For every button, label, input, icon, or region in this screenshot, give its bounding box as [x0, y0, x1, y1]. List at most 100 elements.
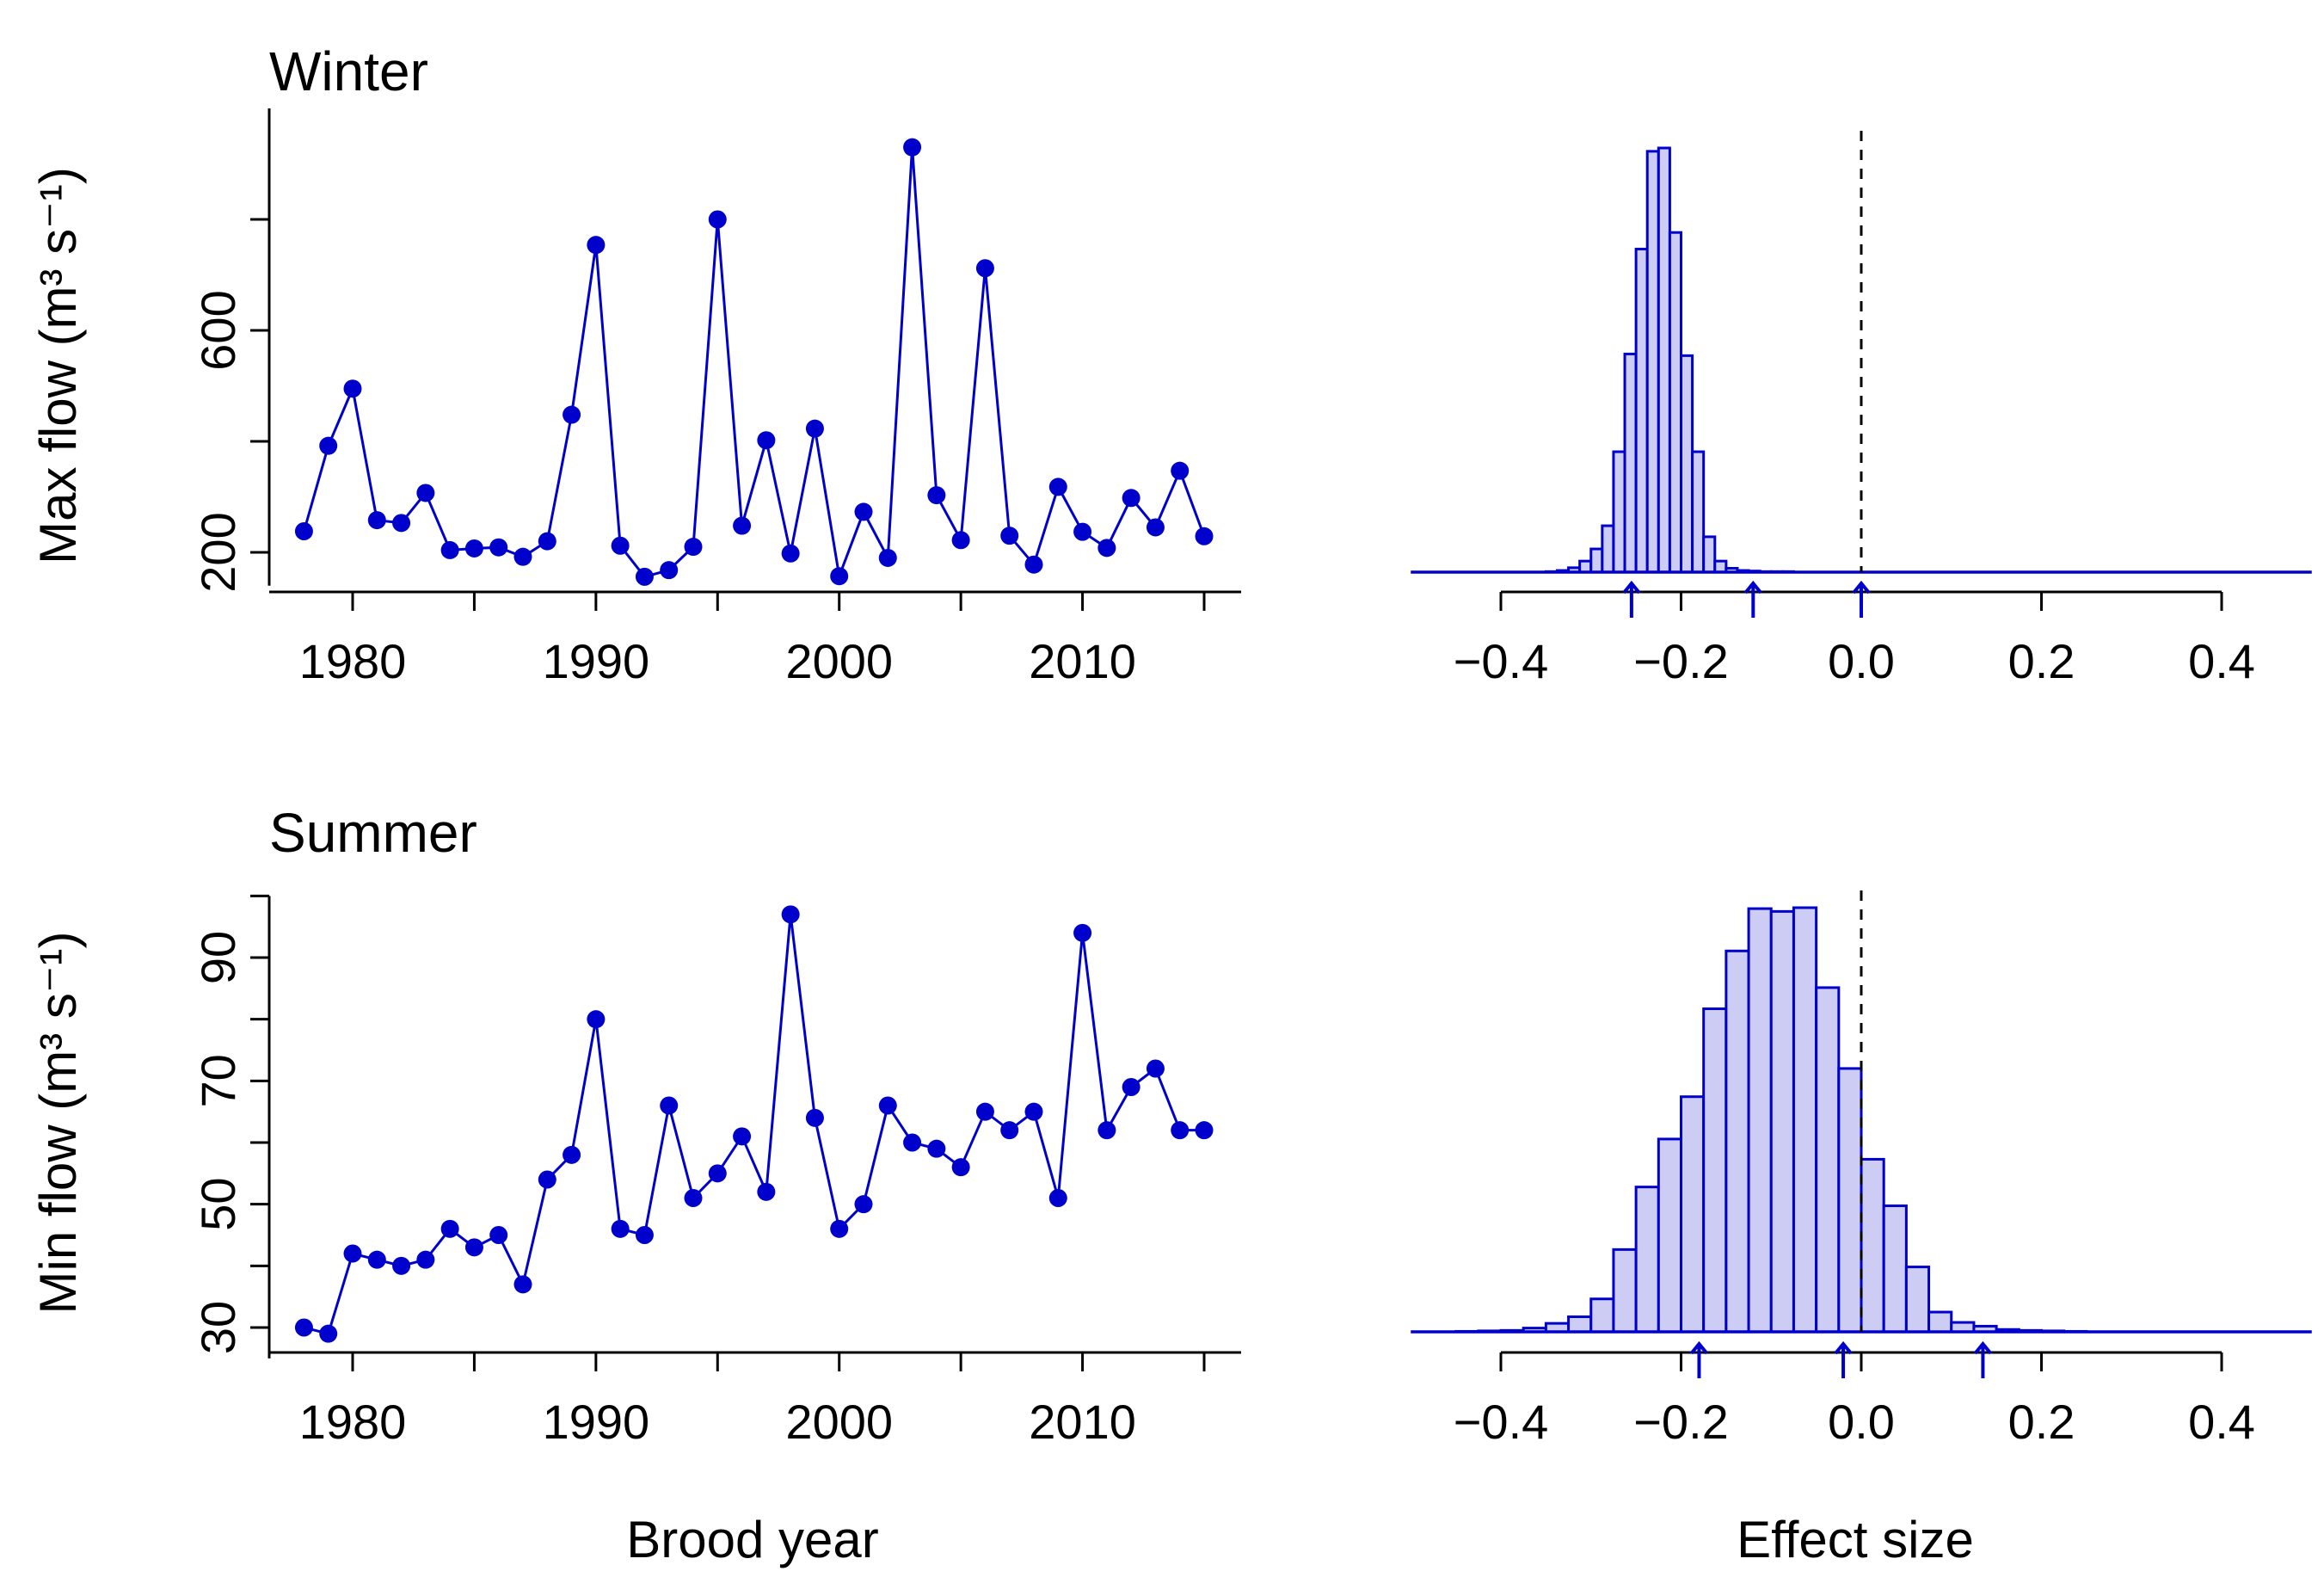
- y-tick-label: 600: [191, 290, 245, 370]
- interval-arrowhead: [1689, 1340, 1708, 1355]
- data-point: [1024, 555, 1043, 574]
- data-point: [319, 436, 338, 455]
- data-point: [1000, 527, 1019, 545]
- y-tick-label: 50: [191, 1178, 245, 1231]
- data-point: [1073, 923, 1092, 942]
- histogram-bar: [1623, 352, 1638, 574]
- x-tick-label: 2010: [1029, 1395, 1136, 1449]
- summer-ylabel: Min flow (m³ s⁻¹): [29, 932, 87, 1315]
- data-point: [733, 1127, 752, 1146]
- summer-title: Summer: [269, 802, 477, 864]
- histogram-bar: [1680, 1095, 1706, 1334]
- data-point: [708, 1164, 727, 1183]
- data-point: [635, 1226, 654, 1244]
- data-point: [1195, 527, 1214, 545]
- data-point: [1048, 1189, 1067, 1207]
- data-point: [538, 1170, 556, 1189]
- histogram-bar: [1792, 906, 1818, 1334]
- y-tick-label: 200: [191, 512, 245, 592]
- data-point: [878, 548, 897, 567]
- x-tick-label: −0.4: [1454, 634, 1549, 688]
- data-point: [903, 1133, 922, 1152]
- x-tick-label: 1980: [299, 634, 407, 688]
- interval-arrowhead: [1622, 580, 1641, 595]
- data-point: [563, 405, 581, 424]
- data-point: [392, 514, 411, 533]
- data-point: [805, 1108, 824, 1127]
- data-point: [903, 138, 922, 157]
- histogram-bar: [1601, 524, 1615, 574]
- histogram-bar: [1904, 1266, 1931, 1334]
- data-point: [563, 1145, 581, 1164]
- data-point: [1024, 1102, 1043, 1121]
- data-point: [587, 1010, 606, 1029]
- histogram-bar: [1612, 450, 1626, 574]
- data-point: [1122, 489, 1140, 508]
- data-point: [440, 540, 459, 559]
- histogram-bar: [1747, 907, 1773, 1334]
- winter-effect-size-histogram: −0.4 −0.2 0.0 0.2 0.4: [1411, 131, 2312, 688]
- data-point: [294, 1318, 313, 1337]
- histogram-bar: [1668, 231, 1682, 574]
- x-tick-label: 0.2: [2008, 634, 2075, 688]
- x-tick-label: 2000: [785, 634, 893, 688]
- y-tick-label: 70: [191, 1054, 245, 1107]
- data-point: [1073, 522, 1092, 541]
- data-point: [1171, 1121, 1190, 1140]
- winter-title: Winter: [269, 40, 428, 102]
- histogram-bar: [1882, 1204, 1908, 1334]
- x-tick-label: 0.0: [1828, 1395, 1895, 1449]
- data-point: [513, 1275, 532, 1294]
- histogram-bar: [1589, 1297, 1615, 1334]
- data-point: [611, 536, 630, 555]
- histogram-bar: [1702, 1007, 1728, 1334]
- histogram-bar: [1634, 247, 1649, 574]
- histogram-bar: [1769, 909, 1795, 1334]
- data-point: [489, 538, 508, 557]
- data-point: [708, 210, 727, 229]
- data-point: [854, 1195, 873, 1214]
- x-tick-label: 0.4: [2188, 634, 2255, 688]
- data-point: [951, 1158, 970, 1177]
- data-point: [464, 1238, 483, 1257]
- x-tick-label: 0.2: [2008, 1395, 2075, 1449]
- x-tick-label: −0.4: [1454, 1395, 1549, 1449]
- data-point: [684, 538, 703, 557]
- data-point: [951, 531, 970, 550]
- data-point: [319, 1324, 338, 1343]
- data-point: [781, 905, 800, 924]
- summer-effect-size-histogram: −0.4 −0.2 0.0 0.2 0.4: [1411, 890, 2312, 1449]
- histogram-bar: [1589, 547, 1604, 574]
- histogram-bar: [1567, 1315, 1593, 1334]
- x-tick-label: 1980: [299, 1395, 407, 1449]
- data-point: [416, 1250, 435, 1269]
- x-tick-label: 1990: [543, 1395, 650, 1449]
- data-point: [611, 1219, 630, 1238]
- x-tick-label: 2010: [1029, 634, 1136, 688]
- brood-year-axis-title: Brood year: [626, 1511, 879, 1568]
- data-point: [781, 544, 800, 563]
- data-point: [684, 1189, 703, 1207]
- x-tick-label: −0.2: [1633, 634, 1729, 688]
- data-point: [757, 431, 776, 450]
- data-point: [1146, 518, 1165, 537]
- histogram-bar: [1657, 1137, 1682, 1334]
- x-tick-label: 0.4: [2188, 1395, 2255, 1449]
- data-point: [927, 1139, 946, 1158]
- histogram-bar: [1860, 1157, 1885, 1334]
- histogram-bar: [1680, 354, 1694, 574]
- data-point: [1171, 461, 1190, 480]
- data-point: [294, 521, 313, 540]
- data-point: [1000, 1121, 1019, 1140]
- x-tick-label: 1990: [543, 634, 650, 688]
- data-point: [1122, 1078, 1140, 1096]
- data-point: [587, 236, 606, 255]
- histogram-bar: [1815, 986, 1841, 1334]
- summer-min-flow-panel: Summer Min flow (m³ s⁻¹) 30 50 70 90 1980 199…: [29, 802, 1241, 1449]
- histogram-bar: [1578, 559, 1593, 574]
- histogram-bar: [1927, 1310, 1953, 1334]
- data-point: [489, 1226, 508, 1244]
- histogram-bar: [1702, 535, 1717, 574]
- data-point: [538, 532, 556, 551]
